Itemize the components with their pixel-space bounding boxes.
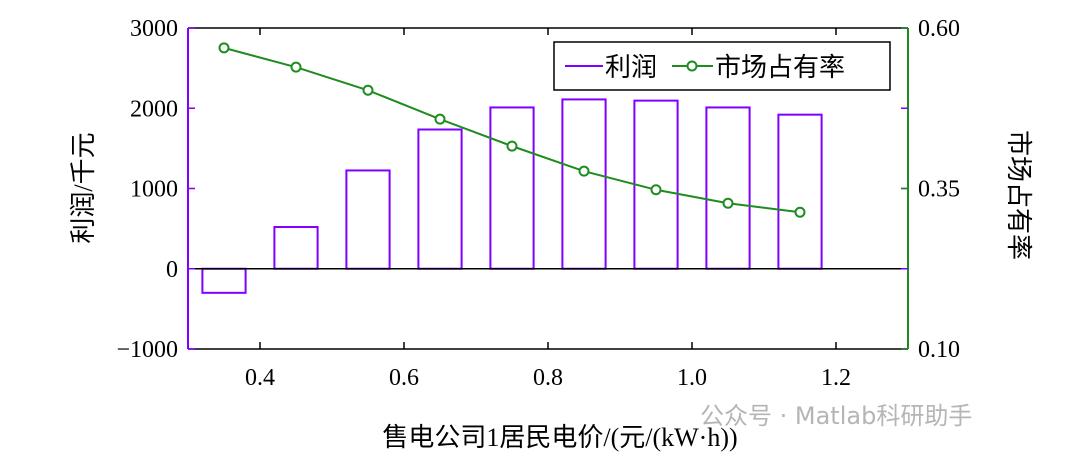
share-point-1 bbox=[290, 61, 302, 73]
legend-share-label: 市场占有率 bbox=[715, 53, 845, 82]
share-point-0 bbox=[218, 42, 230, 54]
y-tick-label-2: 1000 bbox=[130, 177, 178, 203]
y2-axis-label: 市场占有率 bbox=[1004, 130, 1033, 260]
x-tick-label-2: 0.8 bbox=[533, 365, 563, 391]
y-tick-label-3: 2000 bbox=[130, 96, 178, 122]
watermark: 公众号 · Matlab科研助手 bbox=[700, 402, 972, 430]
x-axis-label: 售电公司1居民电价/(元/(kW·h)) bbox=[382, 423, 737, 452]
y2-tick-label-0: 0.10 bbox=[918, 337, 960, 363]
bar-5 bbox=[561, 98, 607, 270]
x-tick-label-4: 1.2 bbox=[821, 365, 851, 391]
x-tick-label-0: 0.4 bbox=[245, 365, 275, 391]
share-point-3 bbox=[434, 113, 446, 125]
share-point-4 bbox=[506, 140, 518, 152]
bar-2 bbox=[345, 169, 391, 270]
legend: 利润 市场占有率 bbox=[553, 41, 891, 91]
bar-8 bbox=[777, 113, 823, 270]
bar-7 bbox=[705, 106, 751, 270]
share-point-8 bbox=[794, 206, 806, 218]
legend-share-marker bbox=[686, 60, 698, 72]
y2-tick-label-1: 0.35 bbox=[918, 177, 960, 203]
y2-tick-label-2: 0.60 bbox=[918, 16, 960, 42]
y-tick-label-4: 3000 bbox=[130, 16, 178, 42]
y-tick-label-0: −1000 bbox=[116, 337, 178, 363]
share-point-2 bbox=[362, 84, 374, 96]
share-point-5 bbox=[578, 165, 590, 177]
y-tick-label-1: 0 bbox=[166, 257, 178, 283]
bar-4 bbox=[489, 106, 535, 270]
x-tick-label-3: 1.0 bbox=[677, 365, 707, 391]
bar-0 bbox=[201, 267, 247, 294]
share-point-7 bbox=[722, 197, 734, 209]
bar-1 bbox=[273, 226, 319, 270]
legend-profit-label: 利润 bbox=[605, 53, 657, 82]
share-point-6 bbox=[650, 184, 662, 196]
y-axis-label: 利润/千元 bbox=[69, 132, 98, 243]
bar-3 bbox=[417, 128, 463, 270]
x-tick-label-1: 0.6 bbox=[389, 365, 419, 391]
